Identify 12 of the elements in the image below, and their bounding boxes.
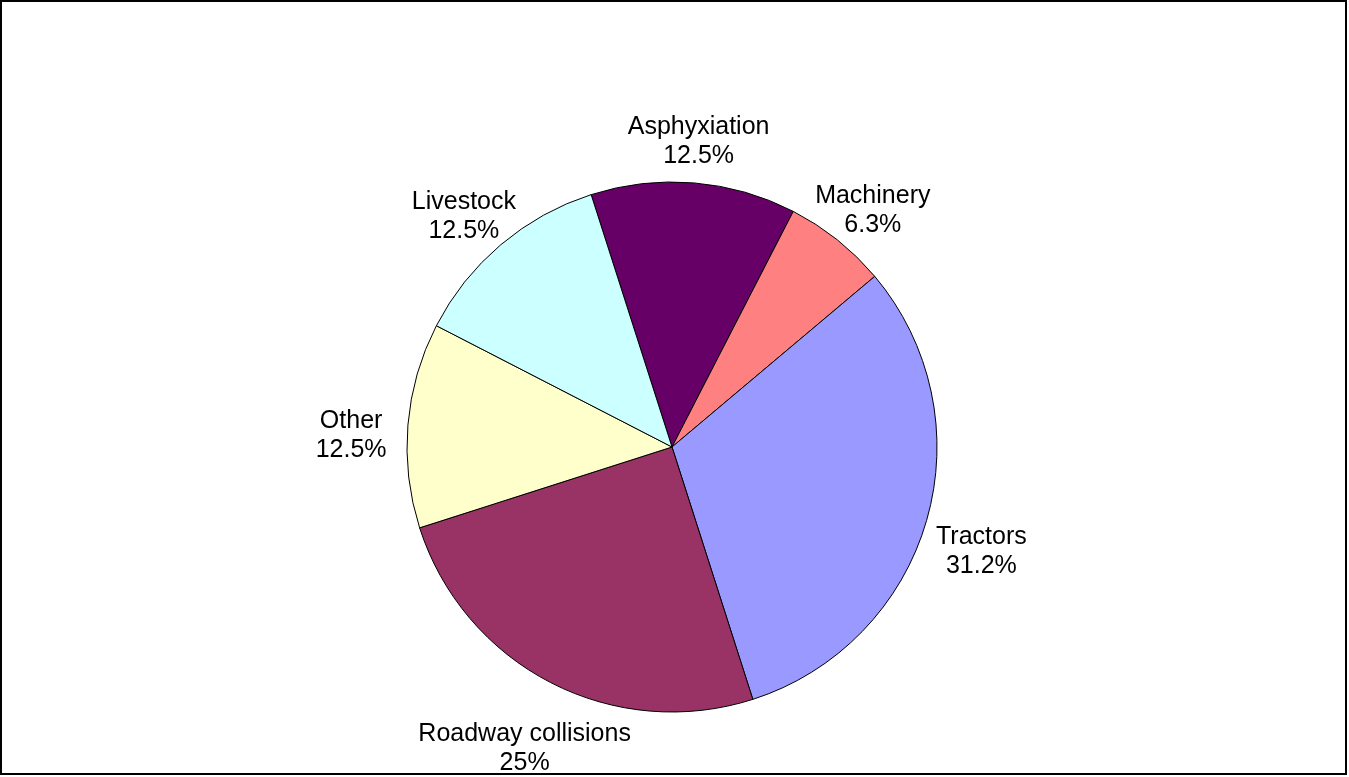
slice-label: Livestock <box>411 186 517 215</box>
data-label: 25% <box>499 747 550 776</box>
slice-label: Machinery <box>815 180 931 209</box>
data-label: 12.5% <box>315 434 387 463</box>
data-label: 12.5% <box>663 140 735 169</box>
data-label: 31.2% <box>945 550 1017 579</box>
slice-label: Other <box>319 405 383 434</box>
slice-label: Tractors <box>936 521 1027 550</box>
slice-label: Roadway collisions <box>418 718 631 747</box>
slice-label: Asphyxiation <box>627 111 770 140</box>
data-label: 12.5% <box>428 215 500 244</box>
data-label: 6.3% <box>844 209 902 238</box>
